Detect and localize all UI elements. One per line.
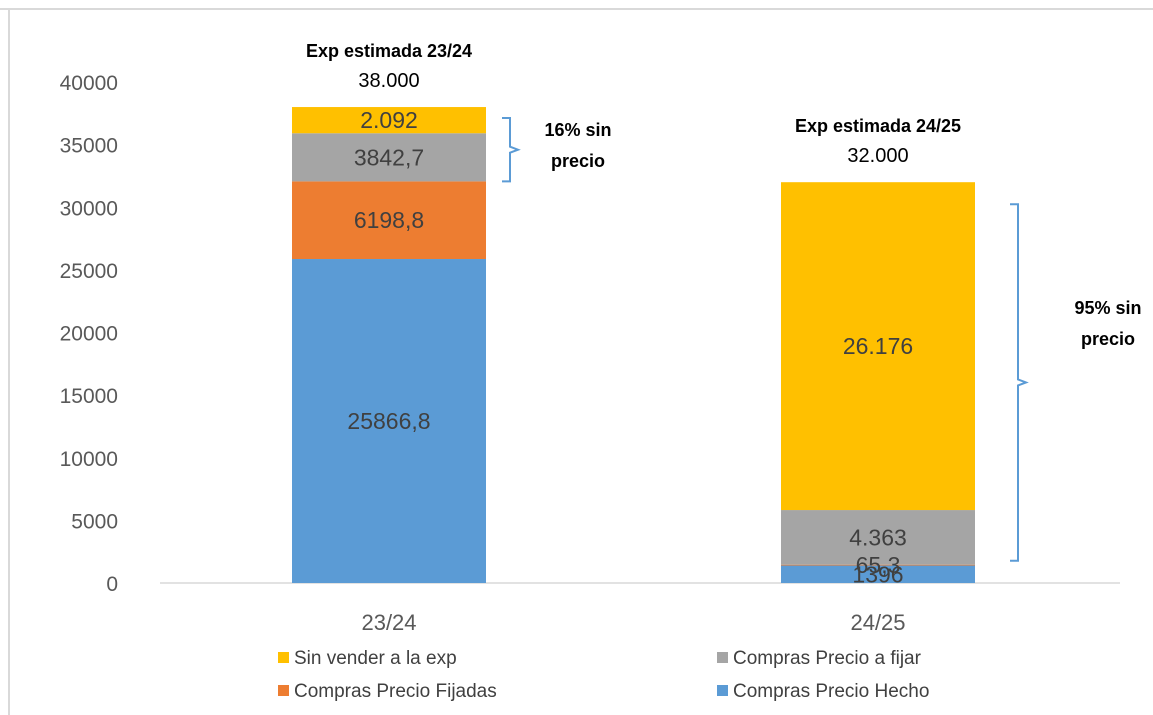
bracket-95-percent — [1010, 203, 1029, 562]
x-category-label: 24/25 — [850, 610, 905, 635]
y-tick-label: 0 — [106, 573, 118, 596]
legend-entry-label: Compras Precio Fijadas — [294, 681, 497, 702]
annotation-95-line1: 95% sin — [1074, 298, 1141, 318]
y-tick-label: 40000 — [60, 72, 118, 95]
legend-swatch — [717, 685, 728, 696]
data-label: 25866,8 — [347, 408, 430, 434]
annotation-95-line2: precio — [1081, 329, 1135, 349]
legend-entry-label: Sin vender a la exp — [294, 648, 457, 669]
y-tick-label: 30000 — [60, 197, 118, 220]
total-label-value: 32.000 — [847, 145, 908, 167]
chart-frame-top — [0, 8, 1153, 10]
y-tick-label: 5000 — [71, 510, 118, 533]
data-label: 3842,7 — [354, 144, 424, 170]
data-label: 1396 — [852, 561, 903, 587]
bar-segment-24-25-4 — [781, 182, 975, 511]
bar-segment-24-25-2 — [781, 564, 975, 566]
legend-swatch — [278, 652, 289, 663]
annotation-16-line1: 16% sin — [544, 120, 611, 140]
y-tick-label: 15000 — [60, 385, 118, 408]
y-tick-label: 20000 — [60, 323, 118, 346]
total-label-name: Exp estimada 23/24 — [306, 41, 472, 61]
y-tick-label: 10000 — [60, 448, 118, 471]
legend-entry-label: Compras Precio Hecho — [733, 681, 929, 702]
annotation-16-line2: precio — [551, 151, 605, 171]
bar-segment-24-25-3 — [781, 510, 975, 565]
total-label-name: Exp estimada 24/25 — [795, 116, 961, 136]
data-label: 6198,8 — [354, 207, 424, 233]
chart-frame-left — [8, 8, 10, 715]
bracket-16-percent — [502, 117, 521, 183]
bar-segment-24-25-1 — [781, 565, 975, 583]
bar-segment-23-24-4 — [292, 107, 486, 134]
data-label: 4.363 — [849, 524, 907, 550]
bar-segment-23-24-3 — [292, 133, 486, 182]
x-category-label: 23/24 — [361, 610, 416, 635]
data-label: 2.092 — [360, 107, 418, 133]
bar-segment-23-24-1 — [292, 259, 486, 583]
data-label: 26.176 — [843, 333, 913, 359]
total-label-value: 38.000 — [358, 70, 419, 92]
legend-swatch — [278, 685, 289, 696]
data-label: 65,3 — [856, 552, 901, 578]
legend-swatch — [717, 652, 728, 663]
y-tick-label: 25000 — [60, 260, 118, 283]
y-tick-label: 35000 — [60, 135, 118, 158]
bar-segment-23-24-2 — [292, 181, 486, 260]
legend-entry-label: Compras Precio a fijar — [733, 648, 922, 669]
